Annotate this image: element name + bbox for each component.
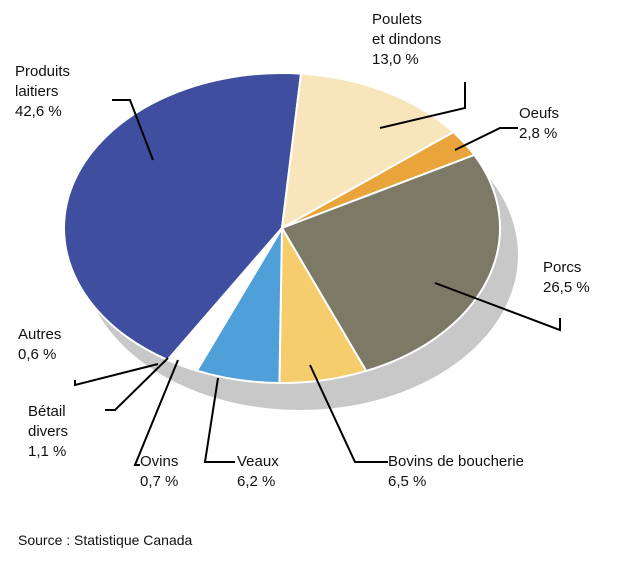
leader-line bbox=[379, 82, 466, 129]
pie-slice bbox=[63, 72, 303, 362]
slice-label: Bétail divers 1,1 % bbox=[28, 402, 68, 462]
leader-line bbox=[74, 363, 159, 387]
slice-label: Bovins de boucherie 6,5 % bbox=[388, 452, 524, 492]
category-name: Porcs bbox=[543, 259, 582, 276]
leader-line bbox=[203, 377, 235, 463]
slice-label: Poulets et dindons 13,0 % bbox=[372, 10, 441, 70]
slice-label: Oeufs 2,8 % bbox=[519, 104, 559, 144]
value-label: 2,8 % bbox=[519, 125, 558, 142]
value-label: 1,1 % bbox=[28, 443, 67, 460]
category-name: Produits laitiers bbox=[15, 63, 71, 100]
slice-label: Veaux 6,2 % bbox=[237, 452, 279, 492]
leader-line bbox=[309, 364, 388, 463]
value-label: 26,5 % bbox=[543, 279, 590, 296]
slice-label: Produits laitiers 42,6 % bbox=[15, 62, 70, 122]
category-name: Autres bbox=[18, 326, 62, 343]
category-name: Poulets et dindons bbox=[372, 11, 442, 48]
value-label: 13,0 % bbox=[372, 51, 419, 68]
slice-label: Ovins 0,7 % bbox=[140, 452, 178, 492]
leader-line bbox=[133, 359, 179, 466]
leader-line bbox=[112, 99, 154, 161]
slice-label: Porcs 26,5 % bbox=[543, 258, 590, 298]
slices bbox=[63, 72, 501, 384]
leader-line bbox=[105, 357, 169, 411]
pie-slice bbox=[280, 72, 456, 230]
category-name: Oeufs bbox=[519, 105, 560, 122]
slice-label: Autres 0,6 % bbox=[18, 325, 61, 365]
value-label: 0,7 % bbox=[140, 473, 179, 490]
category-name: Veaux bbox=[237, 453, 279, 470]
category-name: Bovins de boucherie bbox=[388, 453, 524, 470]
category-name: Bétail divers bbox=[28, 403, 69, 440]
value-label: 42,6 % bbox=[15, 103, 62, 120]
leader-line bbox=[434, 282, 561, 332]
category-name: Ovins bbox=[140, 453, 179, 470]
pie-slice bbox=[280, 153, 501, 373]
pie-slice bbox=[165, 227, 283, 365]
leader-line bbox=[454, 127, 518, 151]
source: Source : Statistique Canada bbox=[18, 532, 193, 548]
value-label: 0,6 % bbox=[18, 346, 57, 363]
value-label: 6,2 % bbox=[237, 473, 276, 490]
value-label: 6,5 % bbox=[388, 473, 427, 490]
